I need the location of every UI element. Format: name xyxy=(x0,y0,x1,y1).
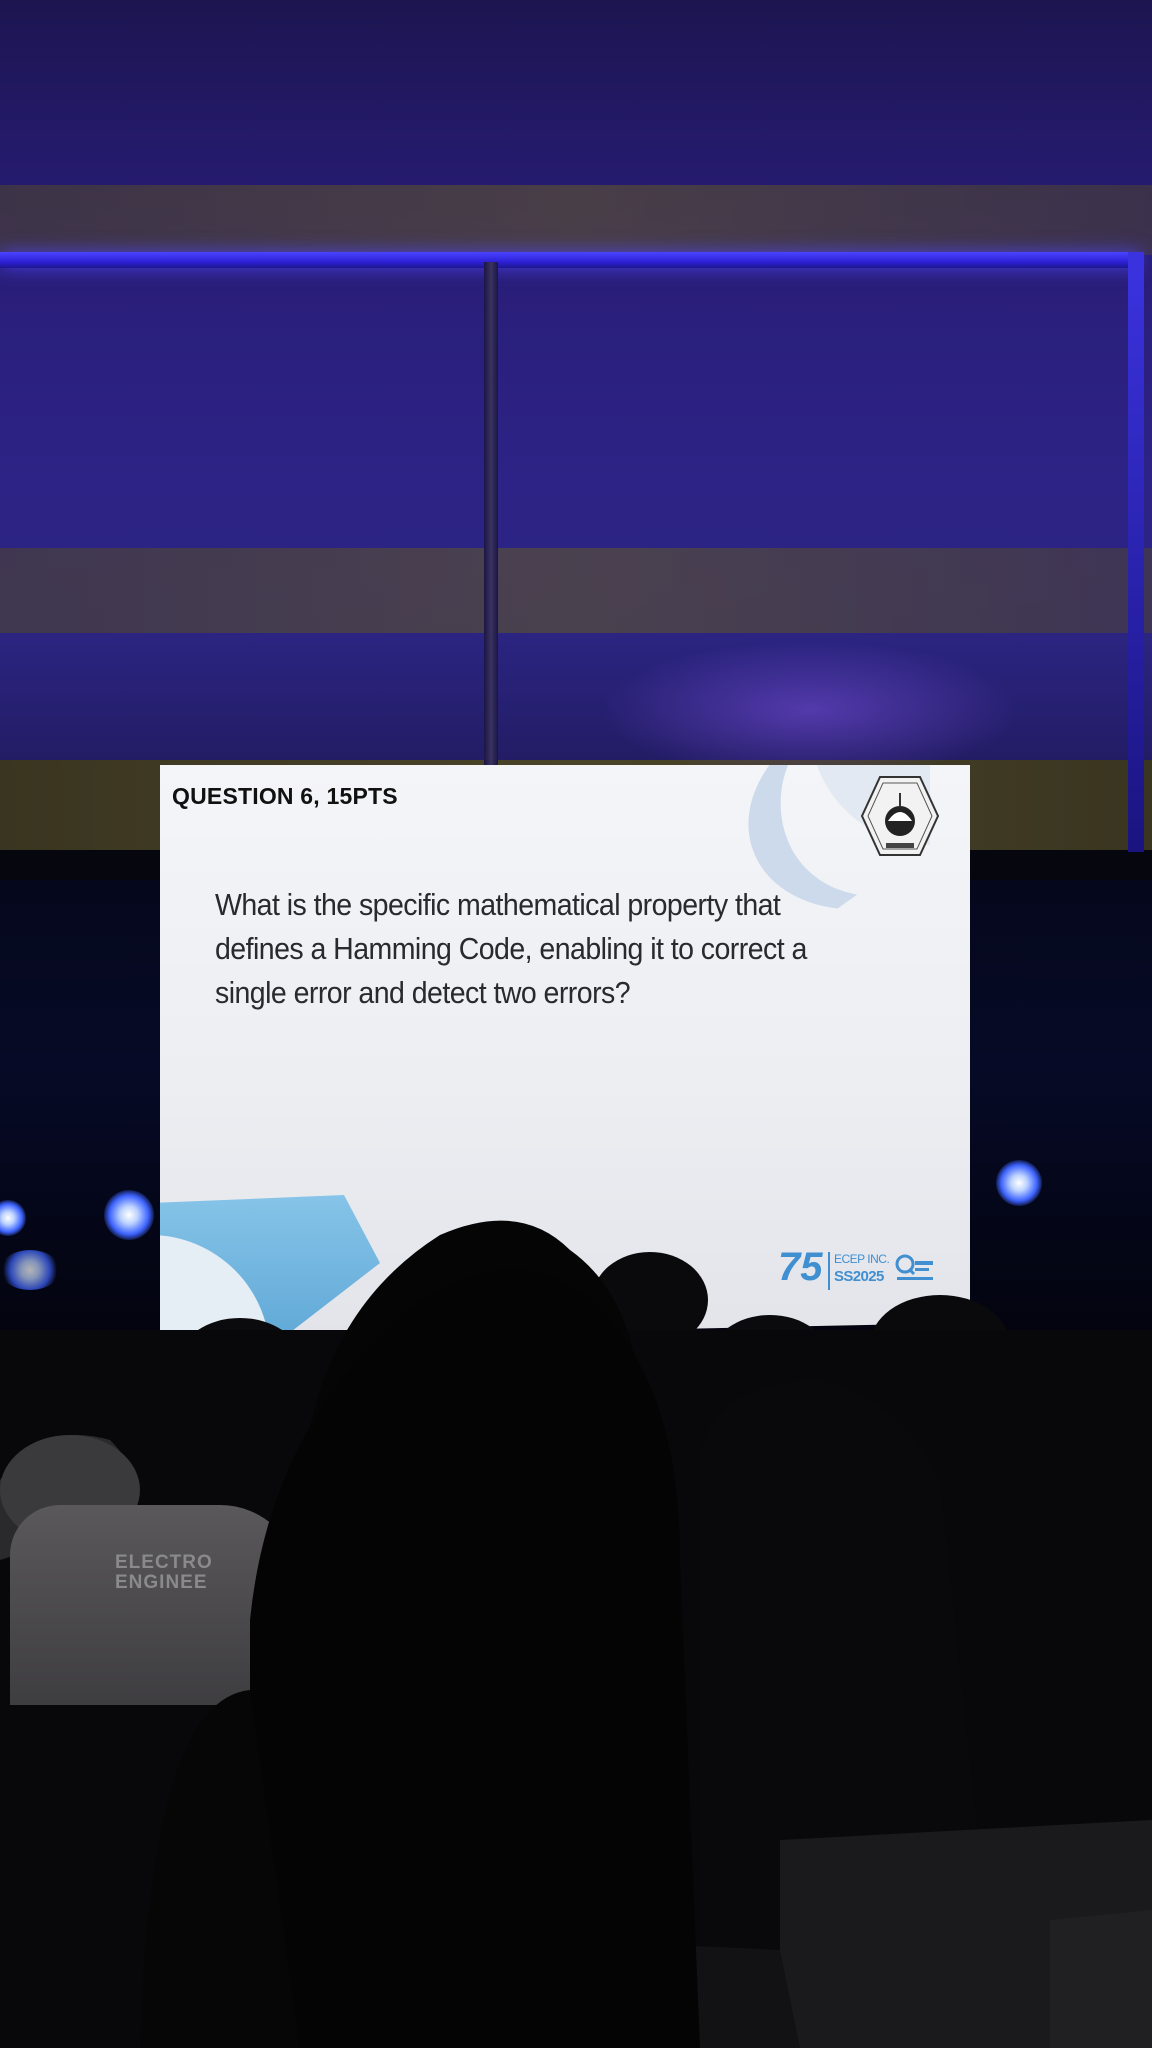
question-line: What is the specific mathematical proper… xyxy=(215,887,781,922)
stage-spotlight xyxy=(996,1160,1042,1206)
wall-band xyxy=(0,185,1152,255)
event-mascot-icon xyxy=(895,1254,933,1280)
projection-screen: QUESTION 6, 15PTS What is the specific m… xyxy=(160,765,970,1340)
question-line: defines a Hamming Code, enabling it to c… xyxy=(215,931,807,966)
question-line: single error and detect two errors? xyxy=(215,975,631,1010)
logo-org-text: ECEP INC. xyxy=(834,1252,890,1266)
logo-event-text: SS2025 xyxy=(834,1268,884,1285)
question-text: What is the specific mathematical proper… xyxy=(215,883,859,1015)
logo-divider xyxy=(828,1252,830,1290)
shirt-print: ELECTRO ENGINEE xyxy=(115,1553,213,1593)
stage-spotlight xyxy=(104,1190,154,1240)
truss-pole xyxy=(484,262,498,772)
lighting-truss xyxy=(0,252,1140,268)
anniversary-logo: 75 xyxy=(778,1245,823,1289)
truss-pole xyxy=(1128,252,1144,852)
shirt-print-line: ENGINEE xyxy=(115,1572,208,1593)
shirt-print-line: ELECTRO xyxy=(115,1552,213,1573)
question-header: QUESTION 6, 15PTS xyxy=(172,783,398,809)
organization-seal-icon xyxy=(860,776,940,856)
wall-glow xyxy=(600,640,1020,780)
wall-band xyxy=(0,548,1152,633)
stage-light-glow xyxy=(0,1250,60,1290)
